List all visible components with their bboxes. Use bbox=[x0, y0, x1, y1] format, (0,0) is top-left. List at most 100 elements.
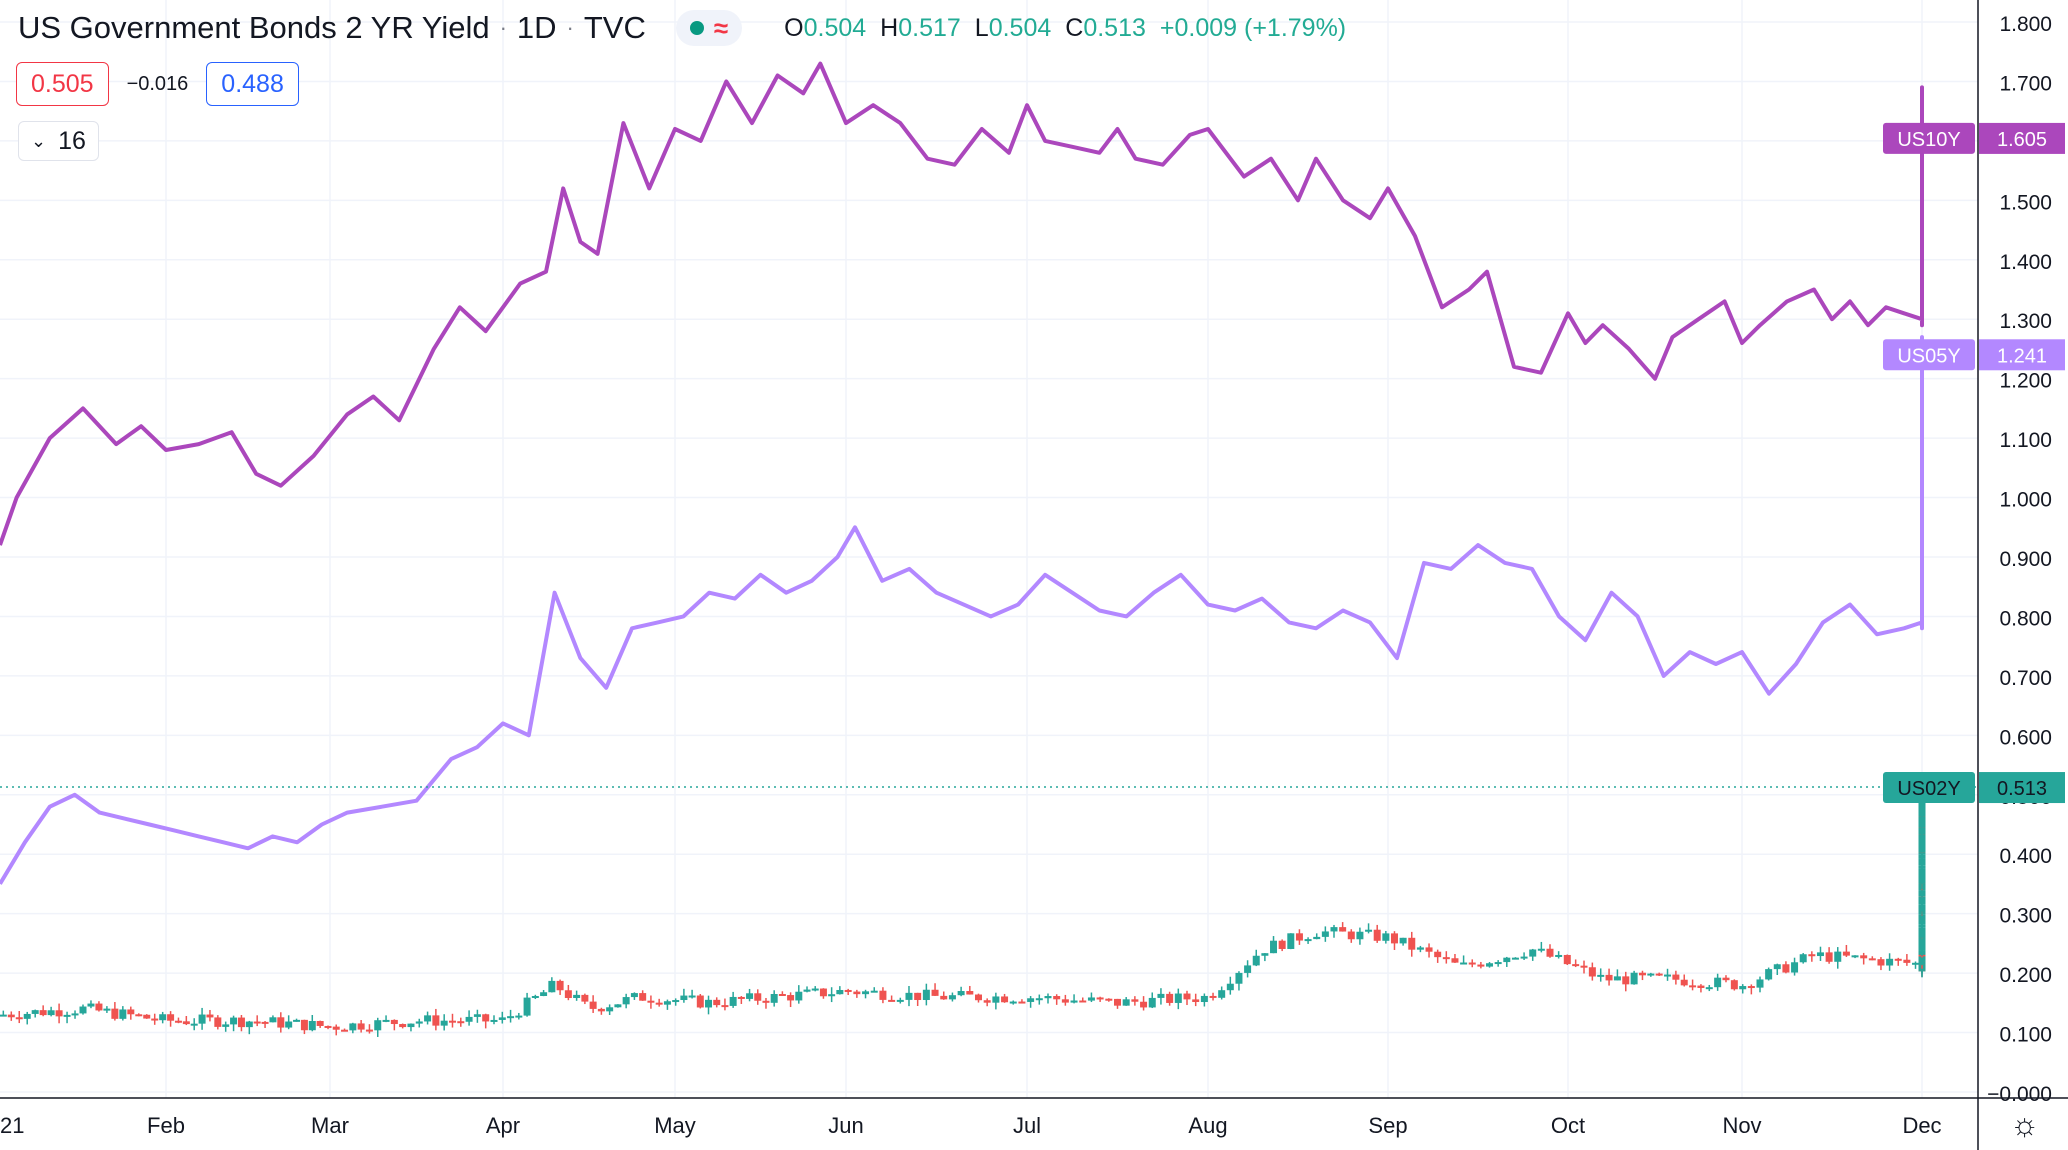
candle-body bbox=[316, 1021, 324, 1026]
candle-body bbox=[1613, 976, 1621, 981]
candle-body bbox=[713, 999, 721, 1006]
series-name-tag[interactable] bbox=[1883, 122, 1975, 154]
candle-body bbox=[1070, 1000, 1078, 1003]
candle-body bbox=[1630, 972, 1638, 985]
sell-button[interactable]: 0.505 bbox=[16, 62, 109, 106]
candle-body bbox=[1218, 990, 1226, 998]
candle-body bbox=[1860, 955, 1868, 959]
series-name-tag[interactable] bbox=[1883, 339, 1975, 371]
candle-body bbox=[721, 1005, 729, 1008]
candle-body bbox=[1209, 995, 1217, 998]
candle-body bbox=[1061, 999, 1069, 1003]
candle-body bbox=[87, 1003, 95, 1007]
candle-body bbox=[159, 1014, 167, 1021]
candle-body bbox=[1252, 955, 1260, 966]
x-tick-label: May bbox=[654, 1113, 696, 1138]
candle-body bbox=[705, 999, 713, 1008]
candle-body bbox=[1261, 953, 1269, 956]
candle-body bbox=[1486, 963, 1494, 967]
x-tick-label: Apr bbox=[486, 1113, 520, 1138]
candle-body bbox=[1903, 959, 1911, 963]
y-tick-label: 1.800 bbox=[1999, 13, 2052, 36]
y-tick-label: −0.000 bbox=[1987, 1083, 2052, 1106]
y-tick-label: 1.300 bbox=[1999, 310, 2052, 333]
candle-body bbox=[222, 1024, 230, 1027]
candle-body bbox=[1131, 999, 1139, 1002]
x-tick-label: Oct bbox=[1551, 1113, 1585, 1138]
y-tick-label: 1.100 bbox=[1999, 429, 2052, 452]
candle-body bbox=[515, 1015, 523, 1018]
y-tick-label: 1.700 bbox=[1999, 72, 2052, 95]
series-line-us05y[interactable] bbox=[0, 335, 1924, 885]
candle-body bbox=[573, 994, 581, 999]
candle-body bbox=[407, 1023, 415, 1028]
gear-icon[interactable]: ☼ bbox=[2010, 1106, 2040, 1142]
candle-body bbox=[597, 1008, 605, 1012]
candle-body bbox=[1672, 974, 1680, 980]
y-tick-label: 0.400 bbox=[1999, 845, 2052, 868]
symbol-title[interactable]: US Government Bonds 2 YR Yield bbox=[18, 10, 490, 45]
candle-body bbox=[1747, 986, 1755, 989]
x-tick-label: Feb bbox=[147, 1113, 185, 1138]
x-tick-label: Sep bbox=[1368, 1113, 1407, 1138]
candle-body bbox=[1664, 974, 1672, 977]
x-tick-label: Jun bbox=[828, 1113, 863, 1138]
candle-body bbox=[357, 1023, 365, 1030]
indicators-count: 16 bbox=[58, 126, 86, 155]
candle-body bbox=[1588, 967, 1596, 977]
candle-body bbox=[1714, 977, 1722, 988]
candle-body bbox=[836, 989, 844, 995]
buy-button[interactable]: 0.488 bbox=[206, 62, 299, 106]
candle-body bbox=[548, 980, 556, 993]
candle-body bbox=[71, 1013, 79, 1016]
candle-body bbox=[95, 1003, 103, 1011]
candle-body bbox=[1192, 999, 1200, 1003]
candle-body bbox=[1140, 1001, 1148, 1008]
series-line-us10y[interactable] bbox=[0, 61, 1924, 546]
candle-body bbox=[214, 1017, 222, 1027]
y-tick-label: 0.900 bbox=[1999, 548, 2052, 571]
candle-body bbox=[1816, 952, 1824, 957]
x-tick-label: 21 bbox=[0, 1113, 24, 1138]
candle-body bbox=[1105, 998, 1113, 1001]
market-status[interactable]: ≈ bbox=[675, 10, 743, 46]
quote-row: 0.505 −0.016 0.488 bbox=[16, 62, 299, 106]
candle-body bbox=[440, 1020, 448, 1026]
candle-body bbox=[879, 990, 887, 1000]
close-value: 0.513 bbox=[1083, 13, 1146, 42]
candle-body bbox=[349, 1023, 357, 1031]
candle-body bbox=[729, 996, 737, 1006]
candle-body bbox=[198, 1014, 206, 1024]
candle-body bbox=[31, 1010, 39, 1014]
candle-body bbox=[1503, 957, 1511, 963]
candle-body bbox=[1304, 939, 1312, 942]
candle-body bbox=[1597, 974, 1605, 977]
candle-body bbox=[622, 997, 630, 1005]
candle-body bbox=[1477, 964, 1485, 967]
delayed-data-icon: ≈ bbox=[713, 12, 729, 43]
series-price-tag bbox=[1979, 772, 2065, 804]
candle-body bbox=[103, 1008, 111, 1011]
candle-body bbox=[1295, 933, 1303, 941]
indicators-toggle[interactable]: ⌄ 16 bbox=[18, 121, 99, 161]
x-tick-label: Nov bbox=[1722, 1113, 1761, 1138]
candle-body bbox=[457, 1021, 465, 1024]
candle-body bbox=[1035, 998, 1043, 1001]
high-key: H bbox=[880, 13, 899, 42]
candle-body bbox=[1851, 955, 1859, 958]
candle-body bbox=[1739, 986, 1747, 990]
candle-body bbox=[803, 989, 811, 992]
candle-body bbox=[1825, 952, 1833, 962]
candle-body bbox=[762, 1000, 770, 1003]
candle-body bbox=[1009, 1001, 1017, 1004]
candle-body bbox=[432, 1015, 440, 1026]
candle-body bbox=[896, 999, 904, 1002]
candle-body bbox=[1494, 962, 1502, 965]
candle-body bbox=[1416, 947, 1424, 950]
series-name-tag[interactable] bbox=[1883, 772, 1975, 804]
candle-body bbox=[1782, 964, 1790, 973]
candle-body bbox=[1425, 947, 1433, 952]
timeframe-label[interactable]: 1D bbox=[516, 10, 557, 45]
candle-body bbox=[1520, 956, 1528, 959]
